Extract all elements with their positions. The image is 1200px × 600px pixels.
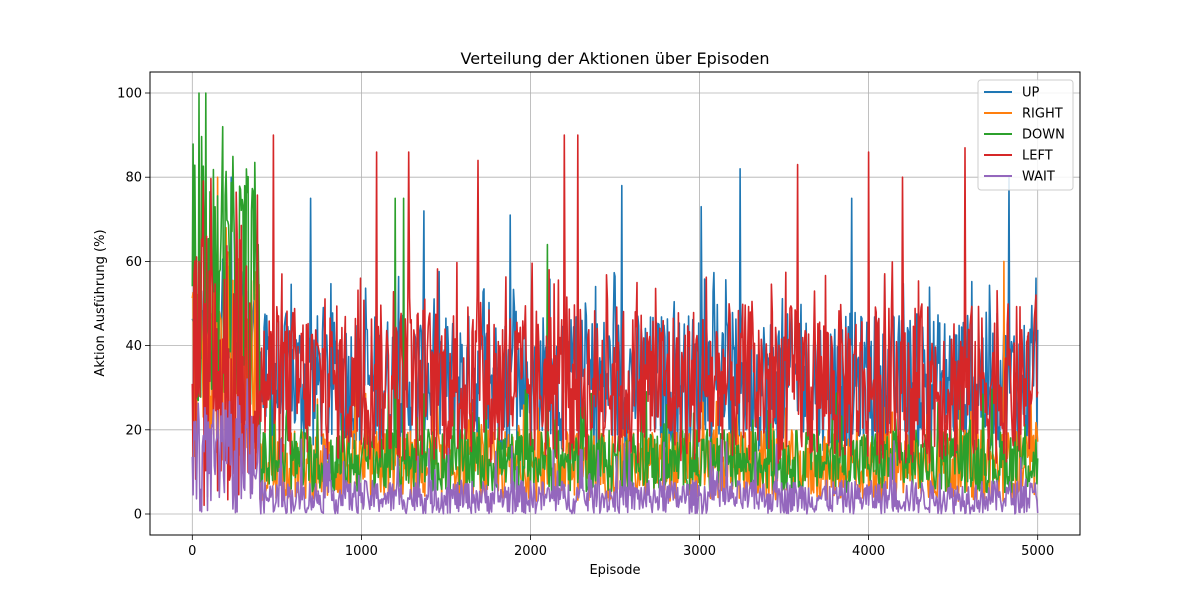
y-tick-label: 60 xyxy=(125,255,142,270)
legend: UP RIGHT DOWN LEFT WAIT xyxy=(977,79,1074,191)
series-layer xyxy=(191,92,1039,515)
y-axis-label: Aktion Ausführung (%) xyxy=(93,229,108,376)
y-tick-label: 100 xyxy=(117,87,142,102)
x-tick-label: 2000 xyxy=(514,544,547,559)
x-tick-label: 3000 xyxy=(683,544,716,559)
legend-label-down: DOWN xyxy=(1022,128,1065,143)
y-tick-label: 20 xyxy=(125,423,142,438)
legend-label-right: RIGHT xyxy=(1022,107,1063,122)
legend-label-wait: WAIT xyxy=(1022,170,1055,185)
legend-label-up: UP xyxy=(1022,86,1040,101)
plot-frame xyxy=(149,71,1081,536)
series-line-left xyxy=(191,134,1039,507)
y-tick-label: 80 xyxy=(125,171,142,186)
x-tick-label: 1000 xyxy=(345,544,378,559)
grid xyxy=(150,72,1080,535)
series-line-wait xyxy=(191,378,1039,515)
legend-label-left: LEFT xyxy=(1022,149,1053,164)
y-tick-label: 40 xyxy=(125,339,142,354)
x-axis-label: Episode xyxy=(589,563,640,578)
legend-box xyxy=(977,79,1074,191)
ticks: 0 1000 2000 3000 4000 5000 0 20 40 60 80 100 xyxy=(117,87,1054,560)
chart-title: Verteilung der Aktionen über Episoden xyxy=(460,49,769,68)
x-tick-label: 0 xyxy=(188,544,196,559)
y-tick-label: 0 xyxy=(134,508,142,523)
x-tick-label: 4000 xyxy=(852,544,885,559)
series-line-down xyxy=(191,92,1039,494)
x-tick-label: 5000 xyxy=(1021,544,1054,559)
